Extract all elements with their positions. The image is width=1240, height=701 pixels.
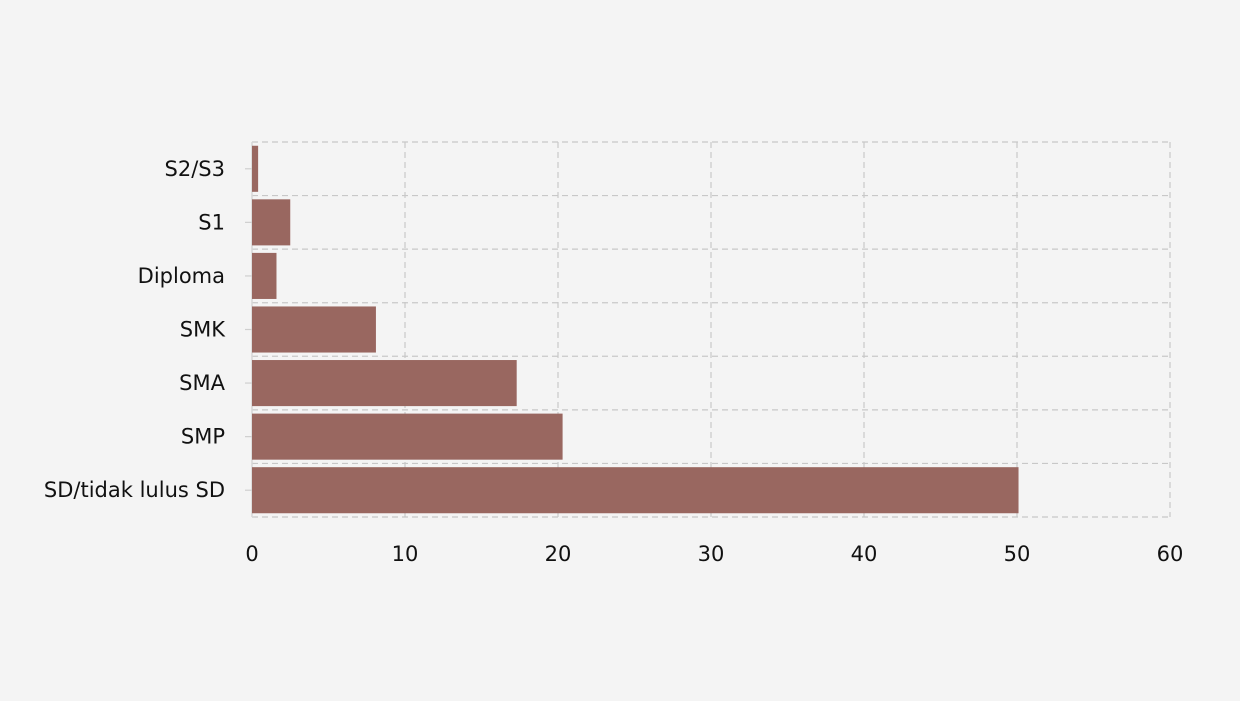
bar [252, 360, 517, 407]
x-tick-label: 60 [1157, 542, 1184, 566]
x-tick-label: 30 [698, 542, 725, 566]
bar [252, 413, 563, 460]
x-tick-label: 20 [545, 542, 572, 566]
y-tick-label: SMK [180, 318, 226, 342]
x-tick-label: 0 [245, 542, 258, 566]
y-tick-label: S2/S3 [165, 157, 225, 181]
x-axis-ticks: 0 10 20 30 40 50 60 [245, 542, 1183, 566]
bar [252, 467, 1019, 514]
y-tick-label: SD/tidak lulus SD [44, 478, 225, 502]
bar [252, 252, 277, 299]
y-tick-label: Diploma [138, 264, 225, 288]
bars [252, 145, 1019, 514]
x-tick-label: 40 [851, 542, 878, 566]
x-tick-label: 50 [1004, 542, 1031, 566]
y-axis-ticks: S2/S3 S1 Diploma SMK SMA SMP SD/tidak lulus SD [44, 157, 252, 502]
y-tick-label: SMP [181, 425, 225, 449]
x-tick-label: 10 [392, 542, 419, 566]
y-tick-label: SMA [179, 371, 225, 395]
bar [252, 199, 291, 246]
bar [252, 306, 376, 353]
bar [252, 145, 259, 192]
y-tick-label: S1 [198, 210, 225, 234]
grid [251, 141, 1171, 518]
